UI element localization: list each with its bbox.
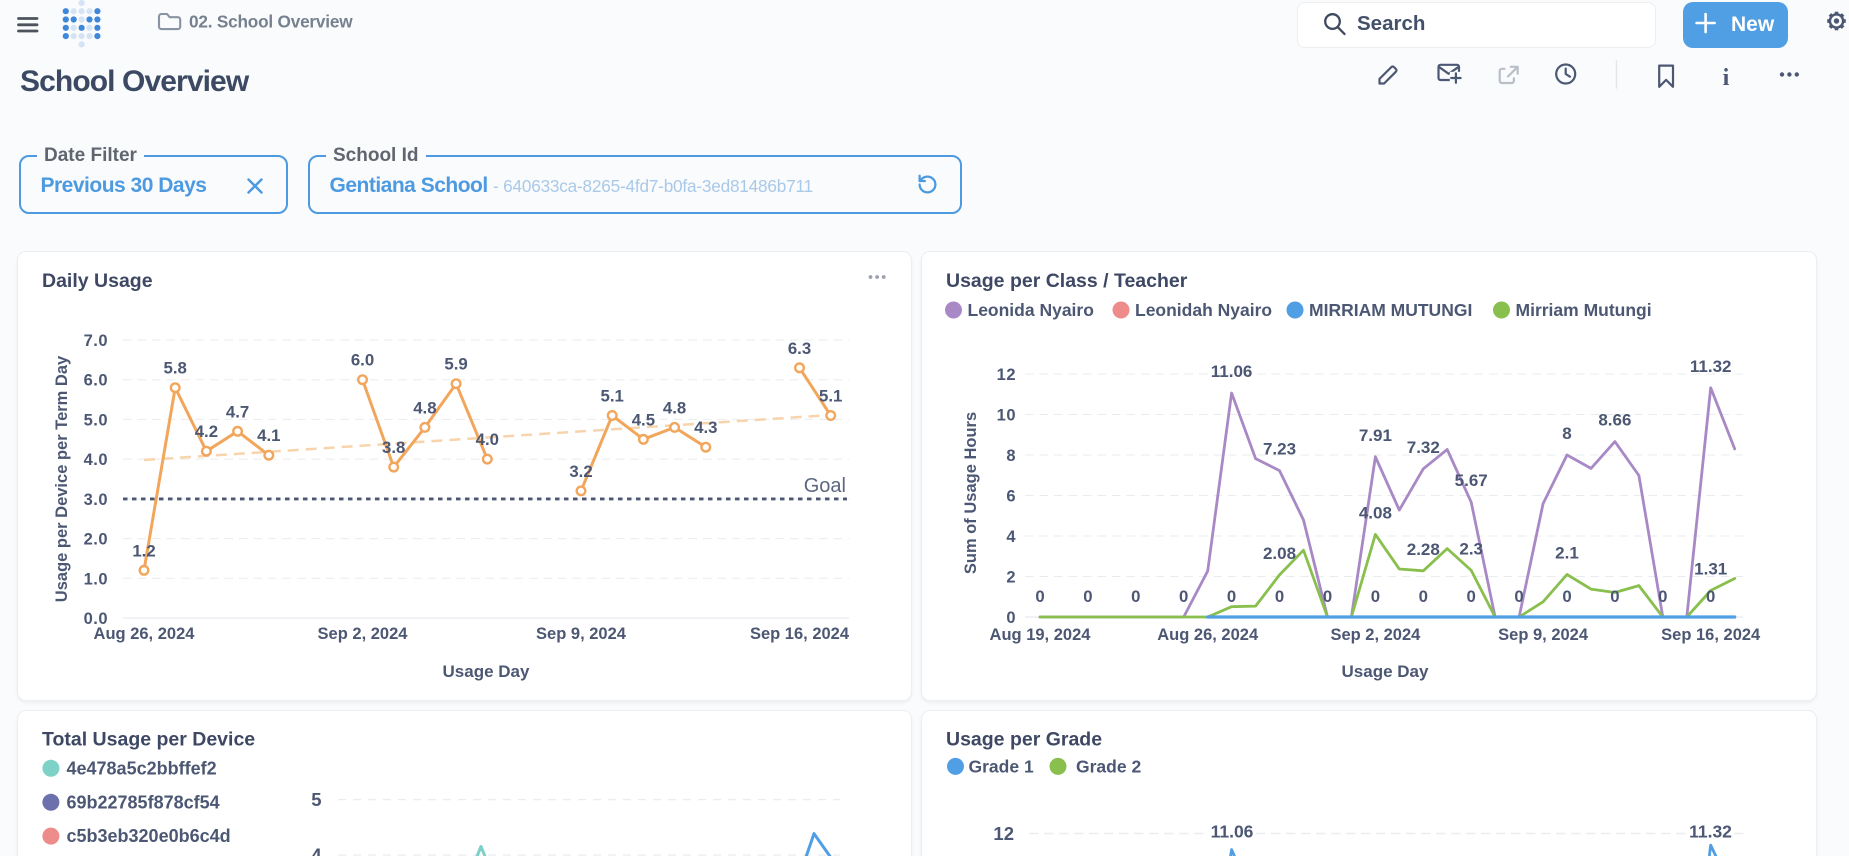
svg-text:3.8: 3.8 [382, 438, 405, 457]
svg-text:Leonida Nyairo: Leonida Nyairo [968, 300, 1094, 320]
svg-text:Usage per Grade: Usage per Grade [946, 729, 1102, 751]
svg-text:2.08: 2.08 [1263, 544, 1296, 563]
svg-text:2.0: 2.0 [84, 531, 108, 549]
svg-text:8.66: 8.66 [1598, 411, 1631, 430]
svg-text:Aug 19, 2024: Aug 19, 2024 [990, 626, 1092, 644]
svg-text:0: 0 [1371, 587, 1380, 606]
svg-text:5.9: 5.9 [444, 355, 467, 374]
svg-text:3.0: 3.0 [84, 491, 108, 509]
svg-text:3.2: 3.2 [569, 462, 592, 481]
svg-text:Search: Search [1357, 12, 1425, 35]
svg-text:Goal: Goal [804, 475, 846, 497]
svg-text:0: 0 [1706, 587, 1715, 606]
svg-text:4.2: 4.2 [195, 422, 218, 441]
svg-text:8: 8 [1006, 447, 1016, 465]
svg-text:Sum of Usage Hours: Sum of Usage Hours [962, 412, 980, 574]
svg-text:7.32: 7.32 [1407, 438, 1440, 457]
svg-text:4: 4 [311, 844, 322, 856]
svg-text:6.0: 6.0 [84, 372, 108, 390]
svg-text:5: 5 [311, 789, 321, 810]
svg-text:Sep 16, 2024: Sep 16, 2024 [1661, 626, 1761, 644]
svg-text:0: 0 [1035, 587, 1044, 606]
svg-text:2.28: 2.28 [1407, 540, 1440, 559]
svg-text:10: 10 [997, 407, 1016, 425]
svg-text:4.0: 4.0 [476, 430, 499, 449]
svg-text:Sep 2, 2024: Sep 2, 2024 [318, 625, 409, 643]
svg-text:Sep 16, 2024: Sep 16, 2024 [750, 625, 850, 643]
svg-text:Total Usage per Device: Total Usage per Device [42, 729, 255, 751]
svg-text:0: 0 [1275, 587, 1284, 606]
svg-text:02. School Overview: 02. School Overview [189, 12, 353, 32]
svg-text:11.32: 11.32 [1689, 822, 1732, 842]
svg-text:Grade 1: Grade 1 [969, 756, 1034, 776]
svg-text:Sep 2, 2024: Sep 2, 2024 [1330, 626, 1421, 644]
svg-text:5.1: 5.1 [601, 387, 624, 406]
svg-text:0: 0 [1227, 587, 1236, 606]
svg-text:6: 6 [1006, 488, 1016, 506]
svg-text:Aug 26, 2024: Aug 26, 2024 [94, 625, 196, 643]
svg-text:4.08: 4.08 [1359, 503, 1392, 522]
svg-text:7.23: 7.23 [1263, 440, 1296, 459]
svg-text:i: i [1723, 65, 1730, 91]
svg-text:Leonidah Nyairo: Leonidah Nyairo [1135, 300, 1272, 320]
svg-text:6.0: 6.0 [351, 351, 374, 370]
svg-text:0: 0 [1658, 587, 1667, 606]
svg-text:4.8: 4.8 [663, 398, 686, 417]
svg-text:Mirriam Mutungi: Mirriam Mutungi [1516, 300, 1652, 320]
svg-text:5.67: 5.67 [1455, 471, 1488, 490]
svg-text:0: 0 [1562, 587, 1571, 606]
svg-text:Sep 9, 2024: Sep 9, 2024 [536, 625, 627, 643]
svg-text:Grade 2: Grade 2 [1076, 756, 1141, 776]
svg-text:1.0: 1.0 [84, 570, 108, 588]
svg-text:2.3: 2.3 [1459, 539, 1483, 558]
svg-text:2.1: 2.1 [1555, 544, 1579, 563]
svg-text:5.8: 5.8 [164, 359, 187, 378]
svg-text:0: 0 [1419, 587, 1428, 606]
svg-text:7.91: 7.91 [1359, 426, 1392, 445]
svg-text:4.0: 4.0 [84, 451, 108, 469]
svg-text:5.0: 5.0 [84, 411, 108, 429]
svg-text:Usage per Class / Teacher: Usage per Class / Teacher [946, 270, 1188, 292]
svg-text:69b22785f878cf54: 69b22785f878cf54 [67, 792, 220, 812]
svg-text:Usage per Device per Term Day: Usage per Device per Term Day [53, 355, 71, 602]
svg-text:8: 8 [1562, 424, 1571, 443]
svg-text:0: 0 [1323, 587, 1332, 606]
svg-text:New: New [1731, 13, 1775, 36]
svg-text:MIRRIAM MUTUNGI: MIRRIAM MUTUNGI [1309, 300, 1472, 320]
svg-text:Aug 26, 2024: Aug 26, 2024 [1157, 626, 1259, 644]
svg-text:1.31: 1.31 [1694, 560, 1727, 579]
svg-text:0.0: 0.0 [84, 610, 108, 628]
svg-text:Sep 9, 2024: Sep 9, 2024 [1498, 626, 1589, 644]
svg-text:4e478a5c2bbffef2: 4e478a5c2bbffef2 [67, 758, 217, 778]
svg-text:1.2: 1.2 [132, 541, 155, 560]
svg-text:0: 0 [1006, 609, 1016, 627]
svg-text:4.1: 4.1 [257, 426, 280, 445]
svg-text:4.7: 4.7 [226, 402, 249, 421]
svg-text:11.06: 11.06 [1211, 822, 1254, 842]
svg-text:4: 4 [1006, 528, 1016, 546]
svg-text:0: 0 [1467, 587, 1476, 606]
svg-text:11.06: 11.06 [1211, 362, 1253, 381]
svg-text:Daily Usage: Daily Usage [42, 270, 153, 292]
svg-text:4.3: 4.3 [694, 418, 717, 437]
svg-text:4.8: 4.8 [413, 398, 436, 417]
svg-text:0: 0 [1514, 587, 1523, 606]
svg-text:0: 0 [1610, 587, 1619, 606]
svg-text:Usage Day: Usage Day [1342, 662, 1429, 681]
svg-text:c5b3eb320e0b6c4d: c5b3eb320e0b6c4d [67, 826, 231, 846]
svg-text:2: 2 [1006, 569, 1016, 587]
svg-text:5.1: 5.1 [819, 387, 842, 406]
svg-text:0: 0 [1179, 587, 1188, 606]
svg-text:0: 0 [1083, 587, 1092, 606]
svg-text:11.32: 11.32 [1690, 357, 1732, 376]
svg-text:7.0: 7.0 [84, 332, 108, 350]
svg-text:4.5: 4.5 [632, 410, 655, 429]
svg-text:12: 12 [997, 366, 1016, 384]
svg-text:12: 12 [993, 823, 1014, 844]
svg-text:Usage Day: Usage Day [443, 662, 530, 681]
svg-text:0: 0 [1131, 587, 1140, 606]
svg-text:6.3: 6.3 [788, 339, 811, 358]
